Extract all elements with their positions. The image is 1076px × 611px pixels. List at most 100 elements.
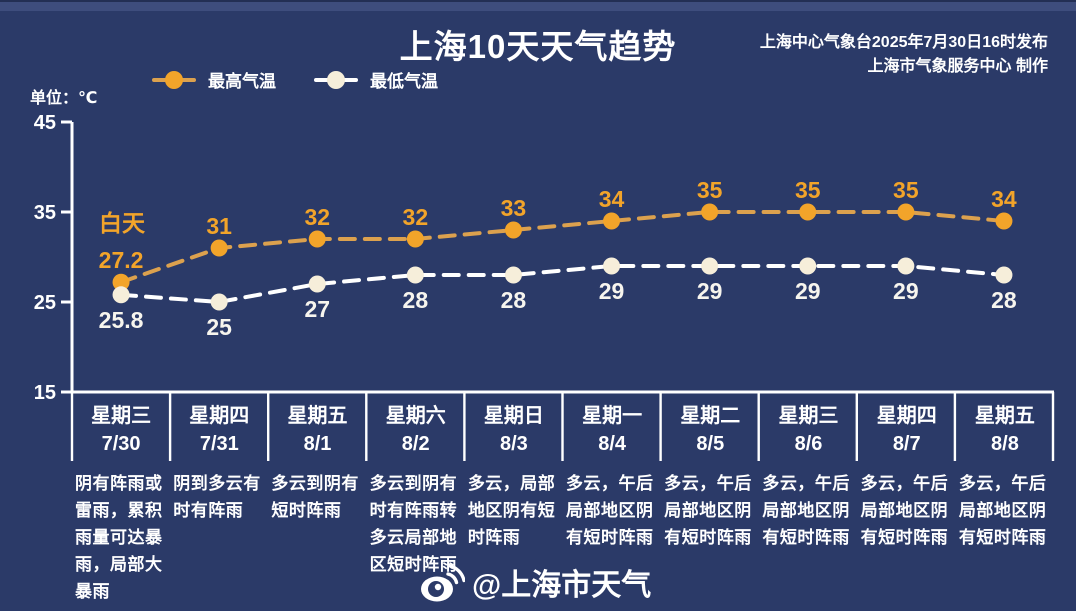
low-temp-value-label: 28 — [501, 287, 527, 313]
legend-item-high-temp: 最高气温 — [152, 67, 276, 92]
date-label: 8/1 — [303, 433, 332, 455]
forecast-text: 多云，午后 局部地区阴 有短时阵雨 — [664, 474, 752, 547]
day-column: 星期五 8/1 多云到阴有 短时阵雨 — [268, 394, 366, 605]
day-column: 星期六 8/2 多云到阴有 时有阵雨转 多云局部地 区短时阵雨 — [367, 394, 465, 605]
high-temp-point — [210, 239, 228, 257]
day-columns-row: 星期三 7/30 阴有阵雨或 雷雨，累积 雨量可达暴 雨，局部大 暴雨 星期四 7/31… — [72, 394, 1054, 605]
day-column: 星期三 8/6 多云，午后 局部地区阴 有短时阵雨 — [759, 394, 857, 605]
low-temp-point — [701, 257, 719, 275]
page-title: 上海10天天气趋势 — [399, 28, 677, 65]
day-column: 星期三 7/30 阴有阵雨或 雷雨，累积 雨量可达暴 雨，局部大 暴雨 — [72, 394, 170, 605]
y-tick-label: 25 — [34, 292, 56, 314]
y-tick-label: 45 — [34, 112, 56, 134]
weibo-icon — [421, 563, 465, 602]
publisher-info: 上海中心气象台2025年7月30日16时发布 上海市气象服务中心 制作 — [760, 31, 1048, 79]
weekday-label: 星期四 — [189, 405, 250, 427]
date-label: 8/6 — [794, 433, 823, 455]
date-label: 8/3 — [500, 433, 528, 455]
watermark-handle: @上海市天气 — [472, 569, 652, 602]
forecast-text: 多云，午后 局部地区阴 有短时阵雨 — [762, 474, 850, 547]
high-temp-point — [799, 203, 817, 221]
unit-label: 单位：℃ — [30, 90, 98, 107]
low-temp-value-label: 25.8 — [99, 307, 144, 333]
high-temp-point — [897, 203, 915, 221]
high-temp-value-label: 32 — [403, 204, 429, 230]
forecast-text: 多云，局部 地区阴有短 时阵雨 — [467, 474, 556, 547]
low-temp-point — [799, 257, 817, 275]
high-temp-point — [308, 230, 326, 248]
date-label: 8/8 — [991, 433, 1019, 455]
weekday-label: 星期三 — [91, 405, 152, 427]
legend-label-low: 最低气温 — [370, 72, 438, 91]
weekday-label: 星期一 — [582, 405, 643, 427]
low-temp-value-label: 29 — [795, 278, 821, 304]
high-temp-point — [504, 221, 522, 239]
legend-item-low-temp: 最低气温 — [314, 67, 438, 92]
high-temp-value-label: 27.2 — [99, 247, 144, 273]
high-temp-marker-icon — [152, 77, 196, 82]
date-label: 8/2 — [401, 433, 430, 455]
daytime-annotation: 白天 — [99, 210, 146, 236]
day-column: 星期二 8/5 多云，午后 局部地区阴 有短时阵雨 — [661, 394, 759, 605]
low-temp-value-label: 29 — [697, 278, 723, 304]
high-temp-value-label: 35 — [893, 177, 919, 203]
date-label: 8/7 — [892, 433, 921, 455]
forecast-text: 阴有阵雨或 雷雨，累积 雨量可达暴 雨，局部大 暴雨 — [75, 474, 163, 601]
low-temp-value-label: 29 — [599, 278, 625, 304]
day-column: 星期一 8/4 多云，午后 局部地区阴 有短时阵雨 — [563, 394, 661, 605]
day-column: 星期四 8/7 多云，午后 局部地区阴 有短时阵雨 — [858, 394, 956, 605]
low-temp-point — [995, 266, 1013, 284]
weekday-label: 星期五 — [287, 405, 348, 427]
top-strip — [0, 0, 1076, 11]
high-temp-value-label: 32 — [304, 204, 330, 230]
low-temp-point — [406, 266, 424, 284]
low-temp-value-label: 29 — [893, 278, 919, 304]
low-temp-point — [897, 257, 915, 275]
y-tick-label: 35 — [34, 202, 56, 224]
low-temp-point — [504, 266, 522, 284]
day-column: 星期四 7/31 阴到多云有 时有阵雨 — [170, 394, 268, 605]
weekday-label: 星期五 — [974, 405, 1035, 427]
chart-legend: 最高气温 最低气温 — [152, 67, 438, 92]
high-temp-point — [406, 230, 424, 248]
day-column: 星期五 8/8 多云，午后 局部地区阴 有短时阵雨 — [956, 394, 1054, 605]
low-temp-value-label: 25 — [206, 314, 232, 340]
forecast-text: 阴到多云有 时有阵雨 — [173, 474, 261, 520]
high-temp-value-label: 34 — [991, 186, 1017, 212]
low-temp-value-label: 28 — [403, 287, 429, 313]
forecast-text: 多云，午后 局部地区阴 有短时阵雨 — [958, 474, 1047, 547]
high-temp-value-label: 34 — [599, 186, 625, 212]
low-temp-point — [112, 286, 130, 304]
weekday-label: 星期四 — [876, 405, 937, 427]
low-temp-point — [210, 293, 228, 311]
high-temp-value-label: 35 — [697, 177, 723, 203]
forecast-text: 多云，午后 局部地区阴 有短时阵雨 — [566, 474, 654, 547]
high-temp-value-label: 33 — [501, 195, 527, 221]
low-temp-value-label: 28 — [991, 287, 1017, 313]
low-temp-point — [603, 257, 621, 275]
watermark: @上海市天气 — [417, 560, 651, 604]
high-temp-value-label: 35 — [795, 177, 821, 203]
date-label: 8/5 — [696, 433, 725, 455]
high-temp-point — [112, 273, 130, 291]
weekday-label: 星期二 — [680, 405, 741, 427]
high-temp-point — [995, 212, 1013, 230]
high-temp-point — [603, 212, 621, 230]
forecast-text: 多云到阴有 短时阵雨 — [271, 474, 359, 520]
day-column: 星期日 8/3 多云，局部 地区阴有短 时阵雨 — [465, 394, 563, 605]
weekday-label: 星期三 — [778, 405, 839, 427]
y-tick-label: 15 — [34, 382, 56, 404]
high-temp-value-label: 31 — [206, 213, 232, 239]
date-label: 7/31 — [199, 433, 239, 455]
weekday-label: 星期日 — [483, 405, 544, 427]
low-temp-value-label: 27 — [304, 296, 330, 322]
forecast-text: 多云，午后 局部地区阴 有短时阵雨 — [860, 474, 949, 547]
issued-line: 上海中心气象台2025年7月30日16时发布 — [759, 34, 1048, 51]
low-temp-point — [308, 275, 326, 293]
forecast-text: 多云到阴有 时有阵雨转 多云局部地 区短时阵雨 — [369, 474, 458, 574]
high-temp-line — [119, 210, 1006, 285]
weekday-label: 星期六 — [385, 405, 446, 427]
date-label: 7/30 — [101, 433, 141, 455]
low-temp-line — [119, 264, 1006, 305]
date-label: 8/4 — [598, 433, 627, 455]
